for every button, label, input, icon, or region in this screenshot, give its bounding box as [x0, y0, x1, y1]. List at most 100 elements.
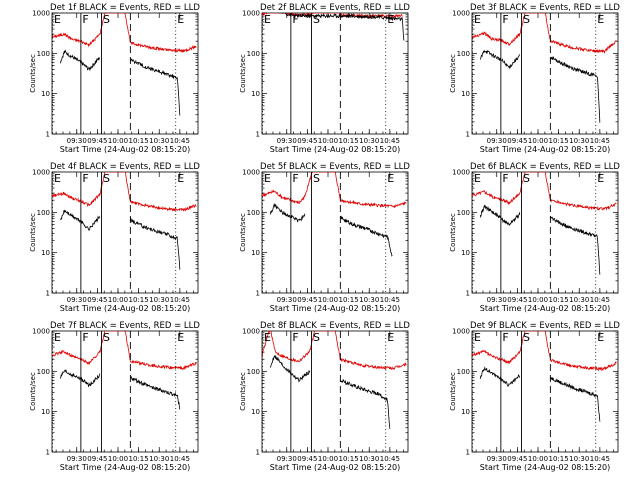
panel-2: Det 2f BLACK = Events, RED = LLD 1 10 100 10… — [239, 3, 410, 154]
series-events-line — [278, 13, 405, 41]
marker-label: F — [82, 172, 88, 185]
marker-label: E — [387, 13, 394, 26]
y-tick-label: 1000 — [32, 10, 50, 18]
series-events-line — [60, 209, 101, 231]
x-tick-label: 09:30 — [67, 455, 87, 463]
panel-title: Det 6f BLACK = Events, RED = LLD — [470, 162, 620, 172]
series-events-line — [130, 58, 181, 116]
y-tick-label: 1 — [256, 449, 260, 457]
series-lld-line — [262, 172, 407, 209]
marker-label: E — [177, 13, 184, 26]
x-tick-label: 09:45 — [507, 455, 527, 463]
y-tick-label: 1 — [46, 290, 50, 298]
x-tick-label: 10:15 — [339, 137, 359, 145]
x-tick-label: 10:15 — [549, 137, 569, 145]
marker-label: E — [597, 13, 604, 26]
x-tick-label: 09:45 — [297, 137, 317, 145]
x-tick-label: 10:30 — [149, 137, 169, 145]
x-tick-label: 09:45 — [87, 137, 107, 145]
y-tick-label: 100 — [457, 368, 470, 376]
marker-label: S — [313, 172, 320, 185]
panel-9: Det 9f BLACK = Events, RED = LLD 1 10 100 10… — [449, 321, 620, 472]
y-axis-label: Counts/sec — [449, 213, 457, 252]
y-tick-label: 100 — [37, 368, 50, 376]
series-events-line — [479, 366, 521, 387]
series-events-line — [549, 56, 601, 123]
marker-label: S — [103, 172, 110, 185]
series-events-line — [59, 49, 101, 72]
y-tick-label: 1000 — [452, 169, 470, 177]
series-events-line — [479, 49, 520, 70]
x-tick-label: 10:30 — [359, 455, 379, 463]
x-tick-label: 10:45 — [590, 455, 610, 463]
panel-title: Det 3f BLACK = Events, RED = LLD — [470, 3, 620, 13]
y-tick-label: 10 — [251, 408, 260, 416]
x-axis-label: Start Time (24-Aug-02 08:15:20) — [60, 304, 191, 313]
series-events-line — [479, 204, 521, 227]
y-tick-label: 1000 — [32, 328, 50, 336]
marker-label: E — [474, 13, 481, 26]
x-tick-label: 09:30 — [487, 296, 507, 304]
x-tick-label: 09:45 — [297, 296, 317, 304]
y-tick-label: 100 — [247, 368, 260, 376]
x-tick-label: 10:15 — [549, 296, 569, 304]
x-tick-label: 10:30 — [569, 137, 589, 145]
x-tick-label: 10:00 — [528, 296, 548, 304]
y-tick-label: 1000 — [452, 10, 470, 18]
marker-label: E — [177, 172, 184, 185]
y-tick-label: 10 — [461, 249, 470, 257]
panel-title: Det 7f BLACK = Events, RED = LLD — [50, 321, 200, 331]
x-axis-label: Start Time (24-Aug-02 08:15:20) — [270, 145, 401, 154]
y-tick-label: 100 — [457, 50, 470, 58]
series-events-line — [269, 203, 306, 223]
x-tick-label: 10:45 — [170, 137, 190, 145]
x-tick-label: 10:45 — [170, 455, 190, 463]
marker-label: S — [313, 13, 320, 26]
marker-label: E — [474, 331, 481, 344]
marker-label: S — [103, 331, 110, 344]
marker-label: F — [502, 172, 508, 185]
x-tick-label: 10:15 — [339, 296, 359, 304]
marker-label: E — [264, 331, 271, 344]
x-tick-label: 09:45 — [297, 455, 317, 463]
x-axis-label: Start Time (24-Aug-02 08:15:20) — [270, 463, 401, 472]
marker-label: E — [54, 331, 61, 344]
panel-4: Det 4f BLACK = Events, RED = LLD 1 10 100 10… — [29, 162, 200, 313]
series-events-line — [59, 369, 101, 388]
y-tick-label: 100 — [457, 209, 470, 217]
panel-8: Det 8f BLACK = Events, RED = LLD 1 10 100 10… — [239, 321, 410, 472]
x-tick-label: 10:30 — [149, 455, 169, 463]
x-tick-label: 09:30 — [487, 455, 507, 463]
y-axis-label: Counts/sec — [239, 213, 247, 252]
x-tick-label: 09:30 — [67, 137, 87, 145]
marker-label: E — [54, 172, 61, 185]
y-tick-label: 1 — [466, 131, 470, 139]
series-events-line — [129, 217, 181, 270]
series-lld-line — [472, 331, 617, 372]
y-tick-label: 1 — [466, 449, 470, 457]
panel-3: Det 3f BLACK = Events, RED = LLD 1 10 100 10… — [449, 3, 620, 154]
y-tick-label: 1000 — [242, 169, 260, 177]
series-events-line — [339, 379, 391, 429]
y-tick-label: 100 — [247, 50, 260, 58]
x-tick-label: 10:30 — [149, 296, 169, 304]
x-tick-label: 10:15 — [129, 296, 149, 304]
y-tick-label: 1 — [46, 131, 50, 139]
x-tick-label: 10:00 — [108, 296, 128, 304]
marker-label: F — [502, 13, 508, 26]
marker-label: F — [292, 13, 298, 26]
x-tick-label: 10:00 — [318, 296, 338, 304]
x-tick-label: 09:45 — [507, 296, 527, 304]
y-tick-label: 1 — [256, 131, 260, 139]
marker-label: E — [264, 13, 271, 26]
marker-label: F — [502, 331, 508, 344]
series-events-line — [340, 215, 393, 257]
marker-label: E — [54, 13, 61, 26]
panel-title: Det 9f BLACK = Events, RED = LLD — [470, 321, 620, 331]
x-axis-label: Start Time (24-Aug-02 08:15:20) — [480, 145, 611, 154]
x-tick-label: 10:30 — [569, 296, 589, 304]
series-lld-line — [472, 172, 617, 211]
y-tick-label: 100 — [37, 50, 50, 58]
x-tick-label: 10:30 — [569, 455, 589, 463]
